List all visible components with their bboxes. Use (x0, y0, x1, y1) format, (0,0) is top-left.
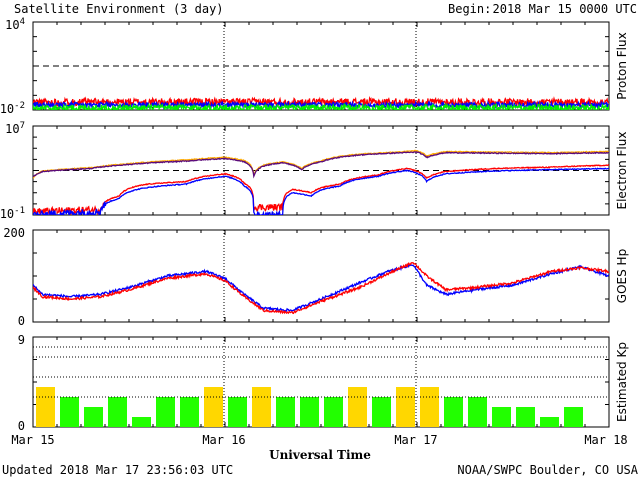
kp-bar (156, 397, 175, 427)
y-axis-label: Proton Flux (615, 32, 629, 99)
series-blue (33, 167, 609, 215)
plot-area (33, 262, 609, 315)
panel-frame (32, 229, 610, 323)
kp-bar (204, 387, 223, 427)
y-tick-label: 107 (5, 121, 25, 136)
y-tick-label: 0 (18, 314, 25, 328)
y-tick-exponent: 7 (20, 121, 25, 131)
kp-bar (180, 397, 199, 427)
x-axis-label: Universal Time (269, 448, 371, 462)
kp-bar (372, 397, 391, 427)
y-tick-label: 104 (5, 17, 25, 32)
kp-bar (444, 397, 463, 427)
begin-value: 2018 Mar 15 0000 UTC (493, 2, 638, 16)
kp-bar (300, 397, 319, 427)
x-tick-mar18: Mar 18 (584, 433, 627, 447)
kp-bar (420, 387, 439, 427)
y-axis-label: Estimated Kp (615, 342, 629, 422)
series-blue (33, 262, 609, 312)
y-tick-label: 200 (3, 226, 25, 240)
kp-bar (108, 397, 127, 427)
kp-bar (348, 387, 367, 427)
x-tick-mar17: Mar 17 (394, 433, 437, 447)
y-tick-base: 10 (0, 102, 14, 116)
kp-bar (276, 397, 295, 427)
kp-bar (540, 417, 559, 427)
panel-estimated-kp: 9 0 Estimated Kp (18, 333, 629, 433)
credit-text: NOAA/SWPC Boulder, CO USA (457, 463, 638, 477)
kp-bar (468, 397, 487, 427)
plot-area (33, 346, 609, 427)
kp-bar (396, 387, 415, 427)
kp-bar (564, 407, 583, 427)
y-tick-base: 10 (0, 207, 14, 221)
y-tick-base: 10 (5, 18, 19, 32)
y-axis-label: Electron Flux (615, 132, 629, 210)
updated-timestamp: Updated 2018 Mar 17 23:56:03 UTC (2, 463, 233, 477)
kp-bar (84, 407, 103, 427)
kp-bar (36, 387, 55, 427)
y-tick-label: 10-1 (0, 206, 25, 221)
series-red (33, 262, 609, 315)
kp-bar (492, 407, 511, 427)
y-tick-label: 9 (18, 333, 25, 347)
kp-bar (228, 397, 247, 427)
kp-bar (60, 397, 79, 427)
y-axis-label: GOES Hp (615, 249, 629, 303)
panel-frame (32, 21, 610, 111)
kp-bar (132, 417, 151, 427)
kp-bar (252, 387, 271, 427)
y-tick-label: 10-2 (0, 101, 25, 116)
y-tick-exponent: -2 (14, 101, 25, 111)
series-green (33, 102, 609, 110)
kp-bar (324, 397, 343, 427)
kp-bar (516, 407, 535, 427)
panel-goes-hp: 200 0 GOES Hp (3, 226, 629, 328)
y-tick-exponent: -1 (14, 206, 25, 216)
y-tick-base: 10 (5, 122, 19, 136)
y-tick-exponent: 4 (20, 17, 25, 27)
chart-title: Satellite Environment (3 day) (14, 2, 224, 16)
x-tick-mar16: Mar 16 (202, 433, 245, 447)
series-purple (33, 151, 609, 179)
x-tick-mar15: Mar 15 (11, 433, 54, 447)
plot-area (33, 149, 609, 215)
begin-label: Begin: (448, 2, 491, 16)
x-tick-labels: Mar 15 Mar 16 Mar 17 Mar 18 (11, 433, 627, 447)
y-tick-label: 0 (18, 419, 25, 433)
plot-area (33, 95, 609, 110)
series-red (33, 163, 609, 215)
